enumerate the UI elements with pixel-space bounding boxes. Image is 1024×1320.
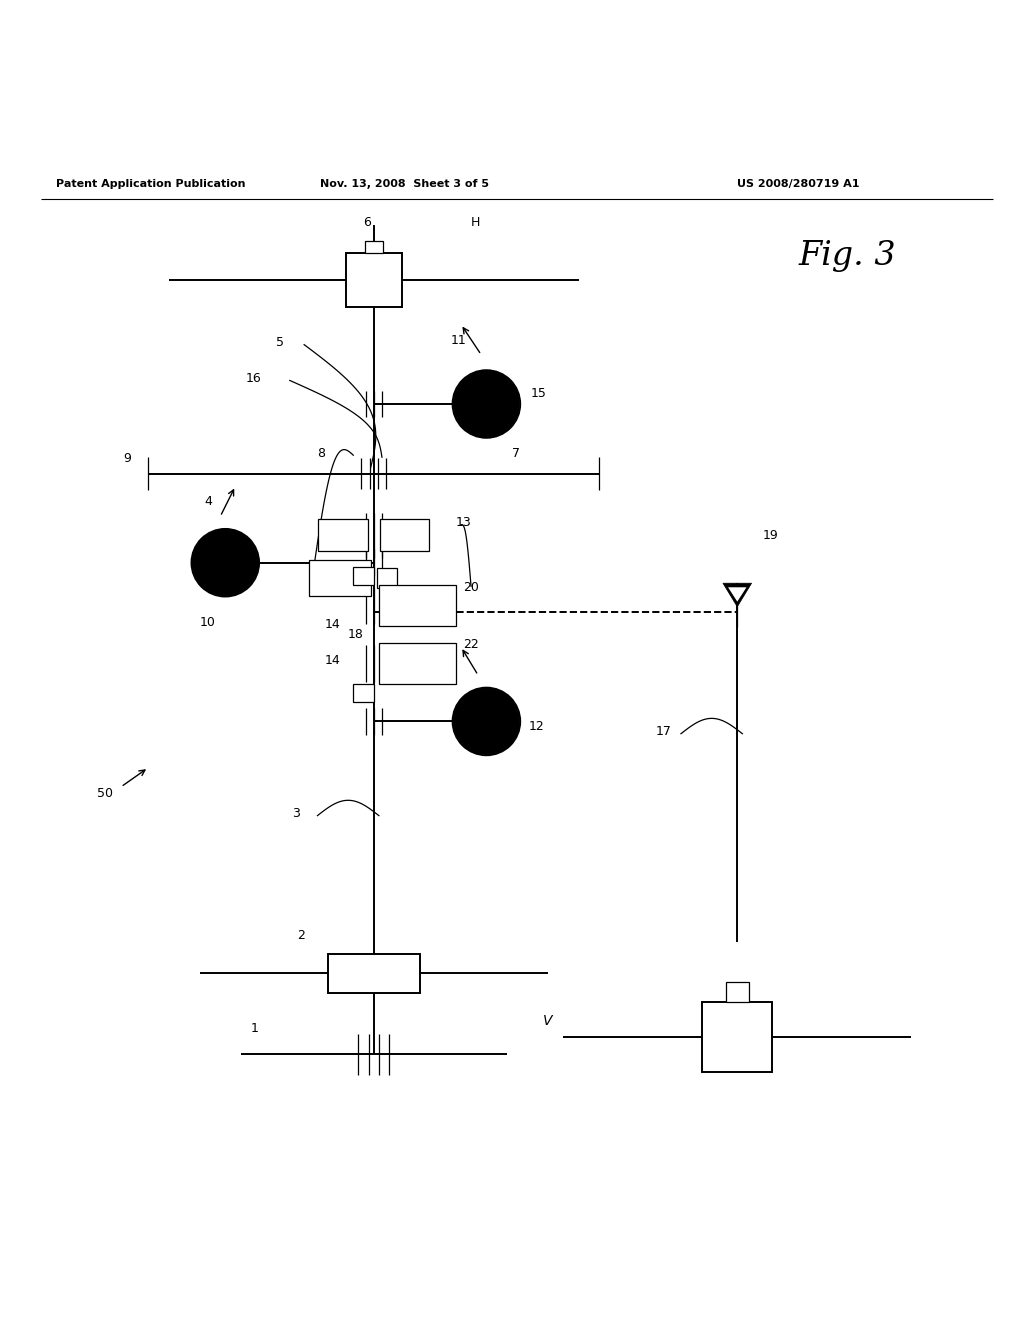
Text: 50: 50	[97, 787, 114, 800]
Text: 16: 16	[246, 372, 261, 385]
Bar	[726, 982, 749, 1002]
Text: 22: 22	[463, 638, 478, 651]
Bar	[702, 1002, 772, 1072]
Text: Nov. 13, 2008  Sheet 3 of 5: Nov. 13, 2008 Sheet 3 of 5	[319, 178, 489, 189]
Text: V: V	[543, 1015, 552, 1028]
Text: 18: 18	[348, 628, 365, 642]
Polygon shape	[486, 689, 519, 754]
Polygon shape	[454, 689, 486, 754]
Text: US 2008/280719 A1: US 2008/280719 A1	[737, 178, 860, 189]
Bar	[345, 253, 401, 306]
Text: 8: 8	[317, 446, 326, 459]
Text: 6: 6	[364, 216, 372, 230]
Text: 13: 13	[456, 516, 471, 529]
Bar	[309, 560, 371, 597]
Polygon shape	[728, 587, 746, 602]
Text: 14: 14	[325, 653, 340, 667]
Text: 5: 5	[276, 337, 285, 348]
Bar	[380, 519, 429, 552]
Bar	[379, 643, 456, 684]
Text: 1: 1	[251, 1022, 259, 1035]
Text: Patent Application Publication: Patent Application Publication	[56, 178, 246, 189]
Bar	[377, 568, 397, 589]
Bar	[379, 585, 456, 626]
Text: 17: 17	[655, 725, 672, 738]
Polygon shape	[193, 529, 225, 595]
Bar	[328, 954, 420, 993]
Text: 20: 20	[463, 581, 479, 594]
Text: 4: 4	[205, 495, 213, 508]
Text: 10: 10	[200, 615, 216, 628]
Polygon shape	[225, 529, 258, 595]
Text: 12: 12	[528, 721, 544, 733]
Text: 2: 2	[297, 929, 305, 942]
Bar	[318, 519, 368, 552]
Text: 11: 11	[451, 334, 466, 347]
Bar	[353, 684, 374, 702]
Text: Fig. 3: Fig. 3	[799, 239, 896, 272]
Polygon shape	[486, 371, 519, 437]
Text: 15: 15	[530, 387, 547, 400]
Polygon shape	[454, 371, 486, 437]
Polygon shape	[723, 583, 752, 607]
Bar	[353, 566, 374, 585]
Text: 19: 19	[763, 528, 778, 541]
Text: 3: 3	[292, 807, 300, 820]
Text: 9: 9	[123, 451, 131, 465]
Bar	[365, 242, 383, 253]
Text: 14: 14	[325, 618, 340, 631]
Text: H: H	[471, 216, 480, 230]
Text: 7: 7	[512, 446, 520, 459]
